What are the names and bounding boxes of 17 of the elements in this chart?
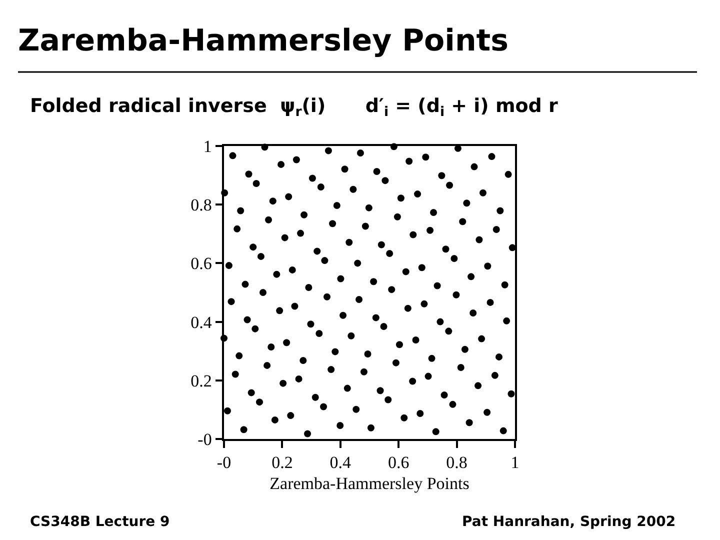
y-tick-label: 0.2 — [190, 371, 212, 390]
x-tick-label: 0.6 — [388, 453, 410, 472]
x-tick-label: 0.4 — [330, 453, 352, 472]
text: CS348B Lecture 9 — [30, 514, 170, 530]
text: Pat Hanrahan, Spring 2002 — [462, 514, 676, 530]
y-tick-label: 0.8 — [190, 196, 212, 215]
y-tick-label: 1 — [203, 136, 212, 156]
chart-title: Zaremba-Hammersley Points — [18, 24, 509, 58]
x-tick-label: 0.8 — [446, 453, 468, 472]
y-tick-label: 0.6 — [190, 254, 212, 274]
y-tick-label: 0.4 — [190, 312, 212, 332]
chart-subtitle: Folded radical inverse ψ$_{r}$(i) d′$_{i}$ = (d$_{i}$ + i) mod r — [30, 95, 559, 120]
x-tick-label: 0.2 — [272, 453, 293, 472]
x-tick-label: 1 — [510, 453, 520, 472]
x-axis-title: Zaremba-Hammersley Points — [270, 474, 470, 494]
x-tick-label: -0 — [216, 453, 232, 472]
y-tick-label: -0 — [198, 430, 212, 449]
